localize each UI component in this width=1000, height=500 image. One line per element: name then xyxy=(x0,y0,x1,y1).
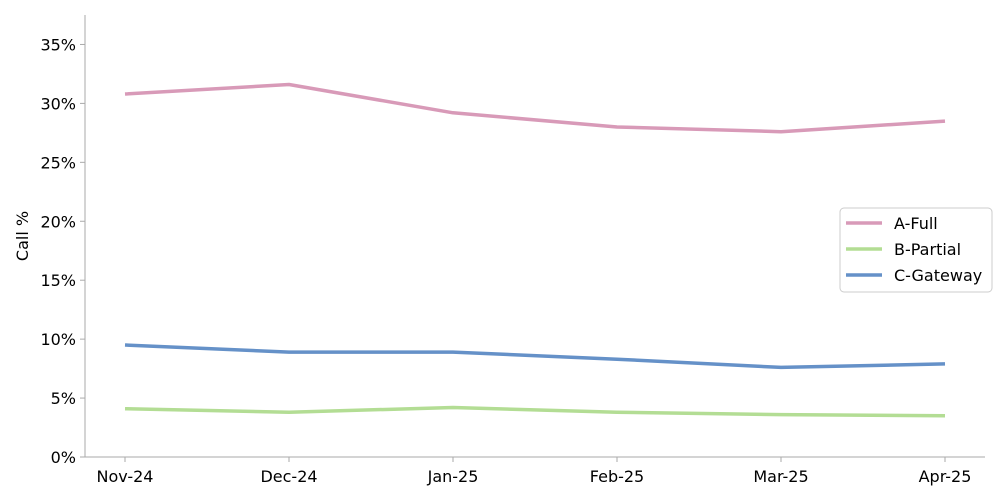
legend-label-b-partial: B-Partial xyxy=(894,240,961,259)
x-tick-label: Dec-24 xyxy=(260,467,317,486)
y-tick-label: 15% xyxy=(40,271,76,290)
y-tick-label: 5% xyxy=(51,389,76,408)
y-ticks: 0% 5% 10% 15% 20% 25% 30% 35% xyxy=(40,35,85,467)
legend-label-a-full: A-Full xyxy=(894,214,938,233)
legend-label-c-gateway: C-Gateway xyxy=(894,266,982,285)
legend: A-Full B-Partial C-Gateway xyxy=(839,207,993,293)
series-line-b-partial xyxy=(124,405,946,418)
y-axis-title: Call % xyxy=(13,211,32,261)
series-group xyxy=(124,82,946,418)
y-tick-label: 20% xyxy=(40,212,76,231)
x-tick-label: Nov-24 xyxy=(97,467,154,486)
y-tick-label: 35% xyxy=(40,35,76,54)
x-tick-label: Feb-25 xyxy=(590,467,644,486)
series-line-c-gateway xyxy=(124,343,946,370)
y-tick-label: 25% xyxy=(40,153,76,172)
y-tick-label: 10% xyxy=(40,330,76,349)
y-tick-label: 30% xyxy=(40,94,76,113)
x-tick-label: Apr-25 xyxy=(919,467,972,486)
legend-box xyxy=(839,207,993,293)
series-line-a-full xyxy=(124,82,946,134)
x-tick-label: Mar-25 xyxy=(753,467,808,486)
axes xyxy=(84,15,985,458)
y-tick-label: 0% xyxy=(51,448,76,467)
x-ticks: Nov-24 Dec-24 Jan-25 Feb-25 Mar-25 Apr-25 xyxy=(97,457,972,486)
x-tick-label: Jan-25 xyxy=(427,467,479,486)
